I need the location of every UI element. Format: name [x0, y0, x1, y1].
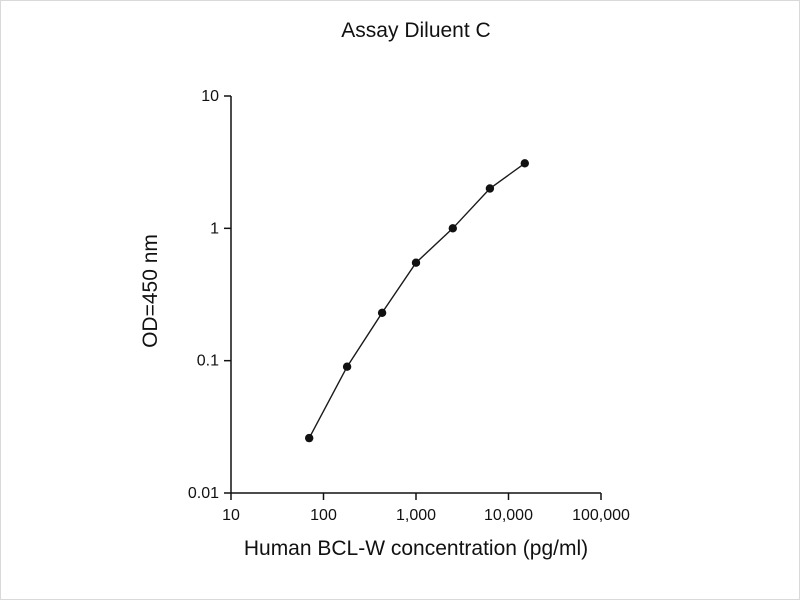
x-tick-label: 10,000	[484, 507, 533, 524]
y-tick-label: 10	[201, 88, 219, 105]
y-tick-label: 0.1	[197, 353, 219, 370]
data-point-marker	[485, 184, 495, 193]
x-tick-label: 1,000	[396, 507, 436, 524]
standard-curve-line	[308, 162, 526, 439]
data-point-marker	[520, 159, 529, 168]
chart-title: Assay Diluent C	[341, 19, 491, 42]
data-point-marker	[342, 362, 352, 371]
x-tick-label: 100	[310, 507, 337, 524]
axes	[230, 96, 601, 494]
y-tick-label: 0.01	[188, 485, 219, 502]
x-tick-label: 100,000	[572, 507, 630, 524]
data-point-marker	[305, 433, 314, 443]
data-point-marker	[411, 258, 421, 267]
x-axis-label: Human BCL-W concentration (pg/ml)	[243, 537, 589, 560]
data-point-marker	[448, 224, 457, 233]
y-tick-label: 1	[210, 220, 219, 237]
x-tick-label: 10	[222, 507, 240, 524]
data-point-marker	[377, 308, 387, 317]
